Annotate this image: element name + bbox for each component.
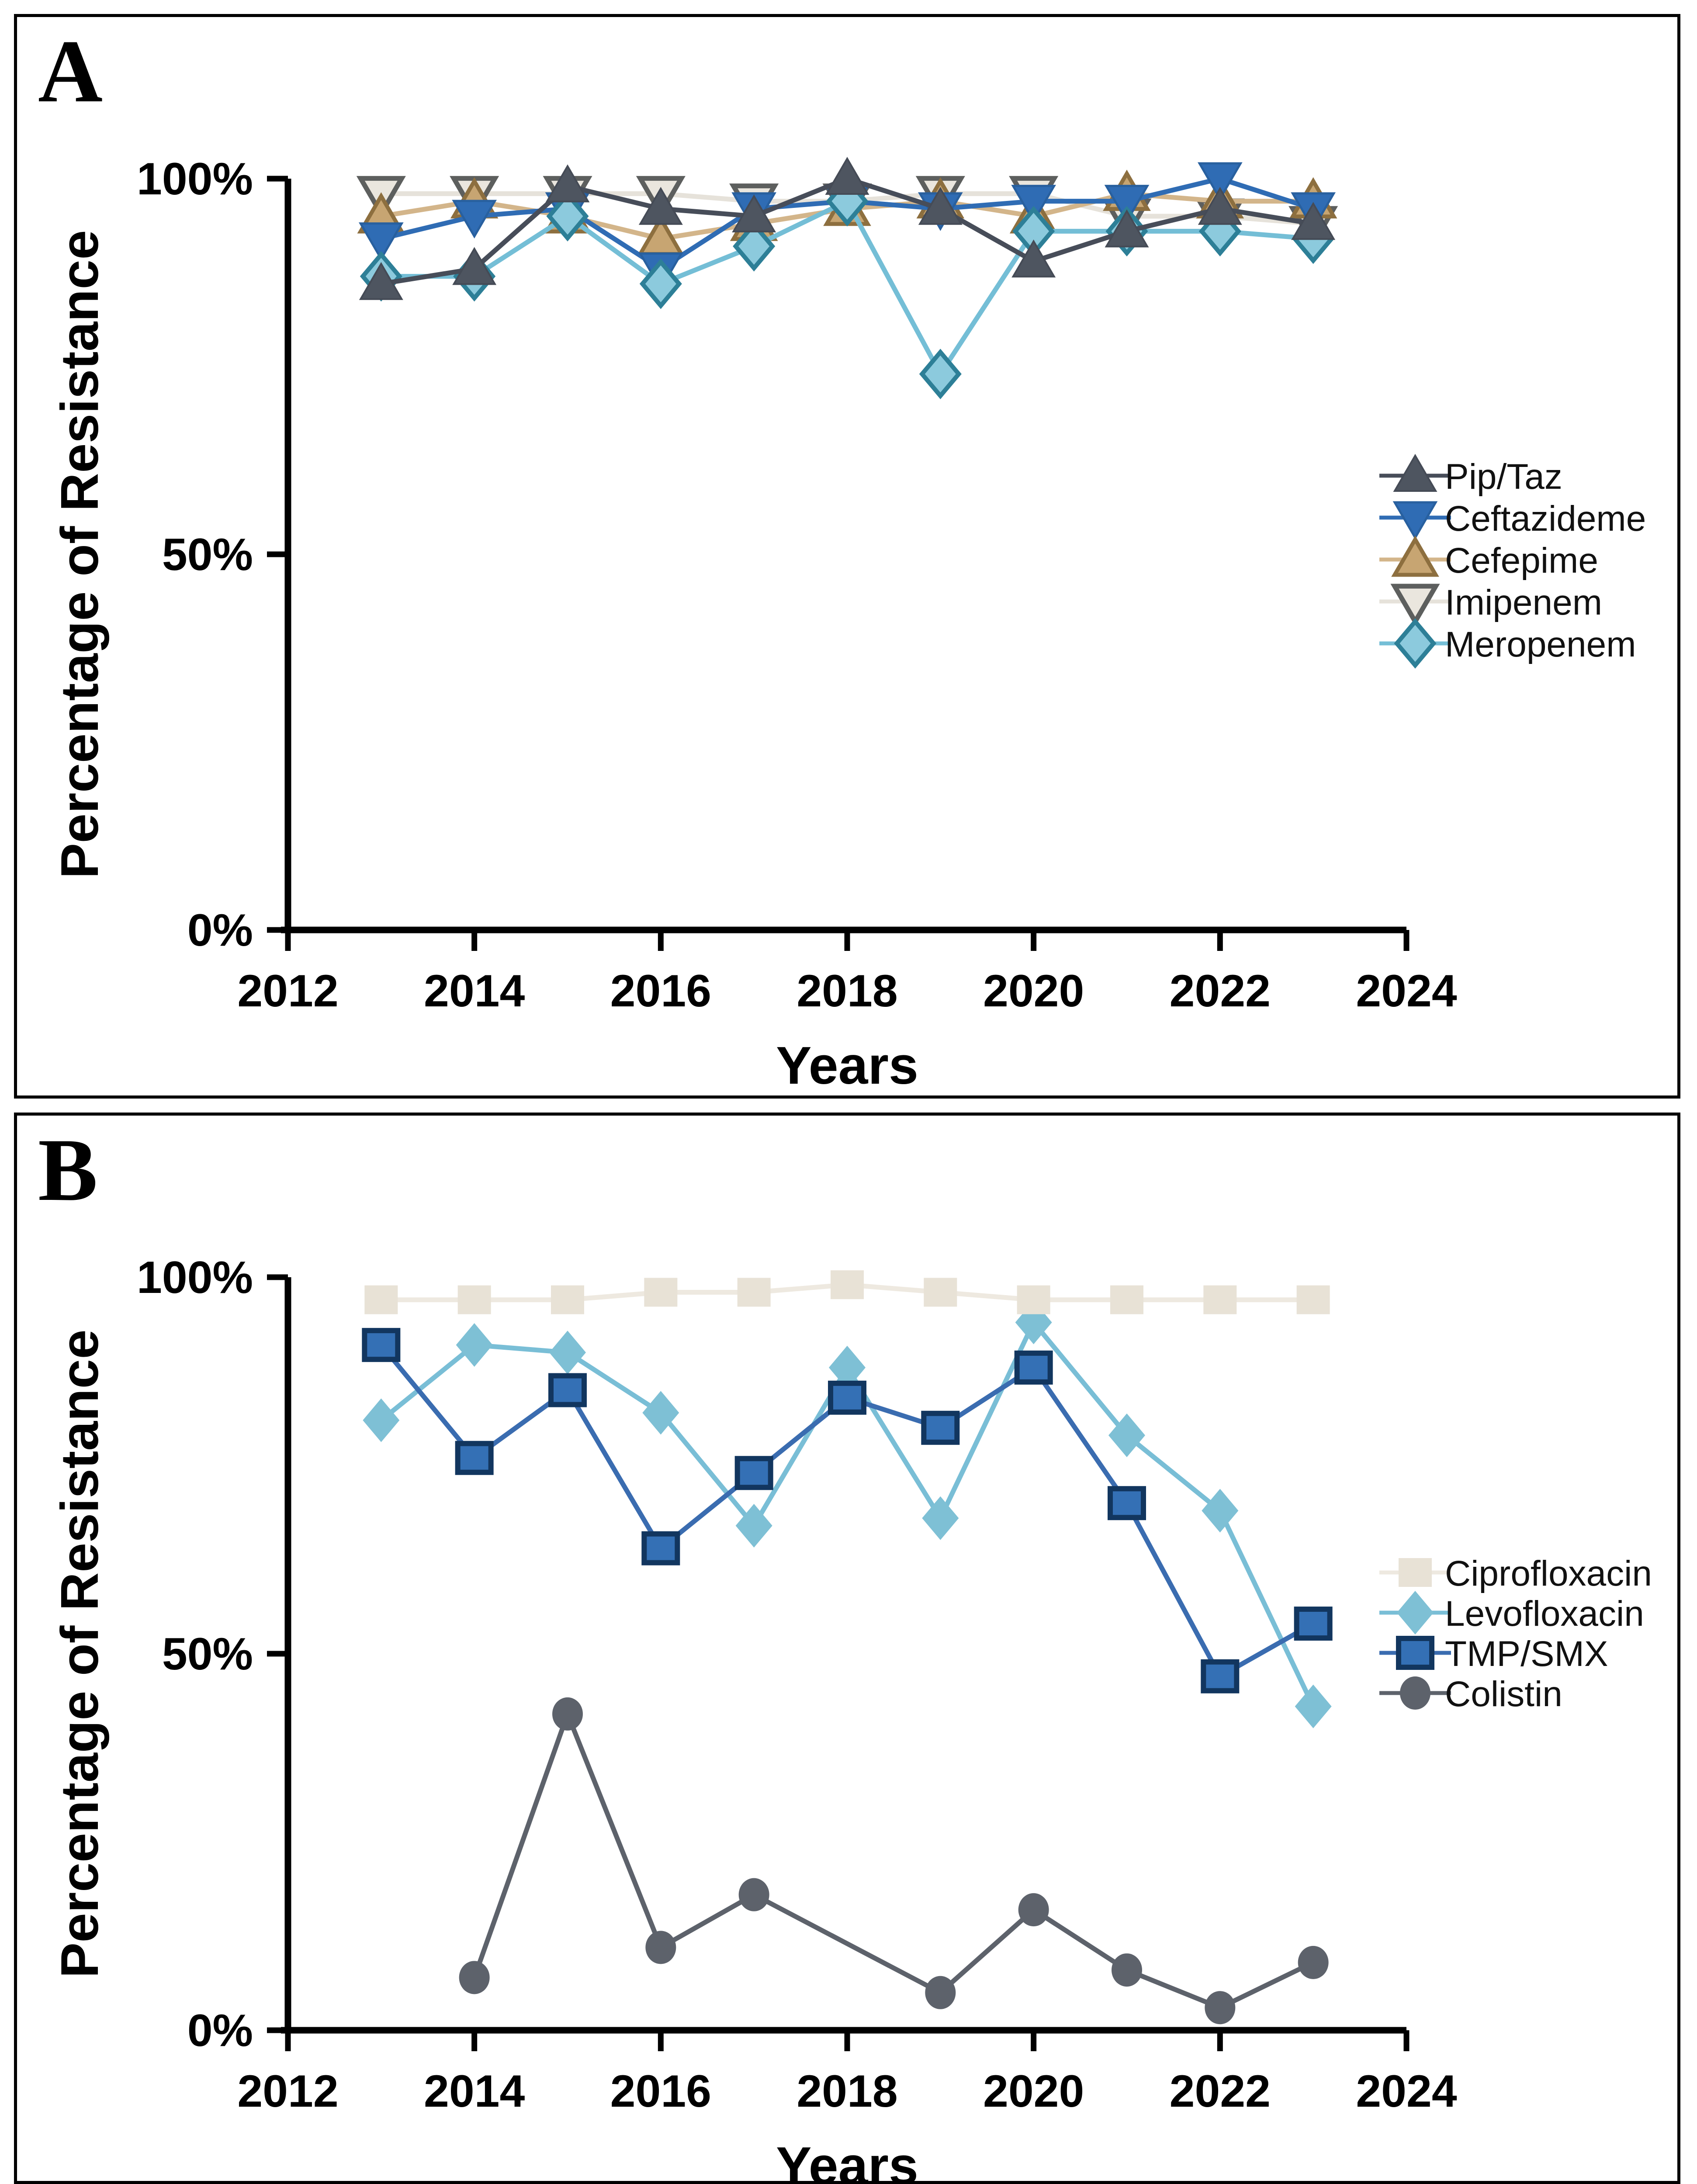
- series-colistin: [459, 1697, 1329, 2025]
- panel-b: B 0% 50% 100% 2012 2014 2016 2018 2020 2022 2024 Y…: [14, 1113, 1680, 2184]
- y-tick-label: 100%: [137, 1252, 253, 1303]
- x-axis-title: Years: [776, 2136, 918, 2181]
- y-tick-label: 0%: [187, 905, 253, 956]
- legend-item-imipenem: Imipenem: [1379, 583, 1602, 626]
- legend-item-tmp-smx: TMP/SMX: [1379, 1634, 1608, 1674]
- panel-a: A 0% 50% 100% 2012 2014 2016 2018 2020 2022 2024 Y…: [14, 14, 1680, 1099]
- legend-item-ciprofloxacin: Ciprofloxacin: [1379, 1554, 1652, 1593]
- series-tmp-smx: [362, 1328, 1333, 1693]
- y-tick-label: 100%: [137, 154, 253, 204]
- legend-label-levofloxacin: Levofloxacin: [1445, 1594, 1644, 1634]
- panel-b-label: B: [38, 1120, 98, 1220]
- legend-label-pip-taz: Pip/Taz: [1445, 457, 1562, 497]
- series-ciprofloxacin: [364, 1270, 1330, 1314]
- legend-label-colistin: Colistin: [1445, 1674, 1562, 1714]
- legend-item-pip-taz: Pip/Taz: [1379, 454, 1562, 497]
- x-tick-label: 2012: [237, 2066, 338, 2117]
- legend: Pip/TazCeftazidemeCefepimeImipenemMerope…: [1379, 454, 1646, 669]
- panel-b-chart: 0% 50% 100% 2012 2014 2016 2018 2020 2022 2024 Yea…: [50, 1252, 1652, 2181]
- x-tick-label: 2022: [1170, 966, 1271, 1016]
- axes: 0% 50% 100% 2012 2014 2016 2018 2020 2022 2024: [137, 154, 1457, 1016]
- y-tick-label: 50%: [162, 529, 253, 580]
- x-tick-label: 2020: [983, 2066, 1084, 2117]
- y-tick-label: 0%: [187, 2005, 253, 2056]
- x-tick-label: 2014: [424, 966, 525, 1016]
- legend-item-levofloxacin: Levofloxacin: [1379, 1591, 1644, 1635]
- y-axis-title: Percentage of Resistance: [50, 1330, 109, 1978]
- series-line-colistin: [472, 1711, 1315, 2010]
- x-tick-label: 2022: [1170, 2066, 1271, 2117]
- x-tick-label: 2016: [610, 2066, 711, 2117]
- legend-label-ceftazideme: Ceftazideme: [1445, 499, 1646, 539]
- legend-item-colistin: Colistin: [1379, 1674, 1562, 1714]
- x-tick-label: 2012: [237, 966, 338, 1016]
- x-tick-label: 2024: [1356, 966, 1457, 1016]
- y-tick-label: 50%: [162, 1629, 253, 1679]
- legend-item-ceftazideme: Ceftazideme: [1379, 499, 1646, 540]
- legend-label-meropenem: Meropenem: [1445, 625, 1636, 664]
- x-tick-label: 2018: [797, 2066, 897, 2117]
- panel-a-label: A: [38, 22, 103, 121]
- x-tick-label: 2016: [610, 966, 711, 1016]
- axes: 0% 50% 100% 2012 2014 2016 2018 2020 2022 2024: [137, 1252, 1457, 2117]
- legend-label-ciprofloxacin: Ciprofloxacin: [1445, 1554, 1652, 1593]
- series-pip-taz: [359, 157, 1336, 300]
- legend-item-meropenem: Meropenem: [1379, 618, 1636, 669]
- legend-label-tmp-smx: TMP/SMX: [1445, 1634, 1608, 1674]
- x-tick-label: 2018: [797, 966, 897, 1016]
- x-tick-label: 2024: [1356, 2066, 1457, 2117]
- legend-item-cefepime: Cefepime: [1379, 536, 1598, 581]
- x-axis-title: Years: [776, 1036, 918, 1095]
- x-tick-label: 2020: [983, 966, 1084, 1016]
- y-axis-title: Percentage of Resistance: [50, 230, 109, 879]
- series-levofloxacin: [363, 1300, 1332, 1728]
- legend-label-cefepime: Cefepime: [1445, 541, 1598, 581]
- panel-a-chart: 0% 50% 100% 2012 2014 2016 2018 2020 2022 2024 Yea…: [50, 154, 1646, 1095]
- legend-label-imipenem: Imipenem: [1445, 583, 1602, 622]
- x-tick-label: 2014: [424, 2066, 525, 2117]
